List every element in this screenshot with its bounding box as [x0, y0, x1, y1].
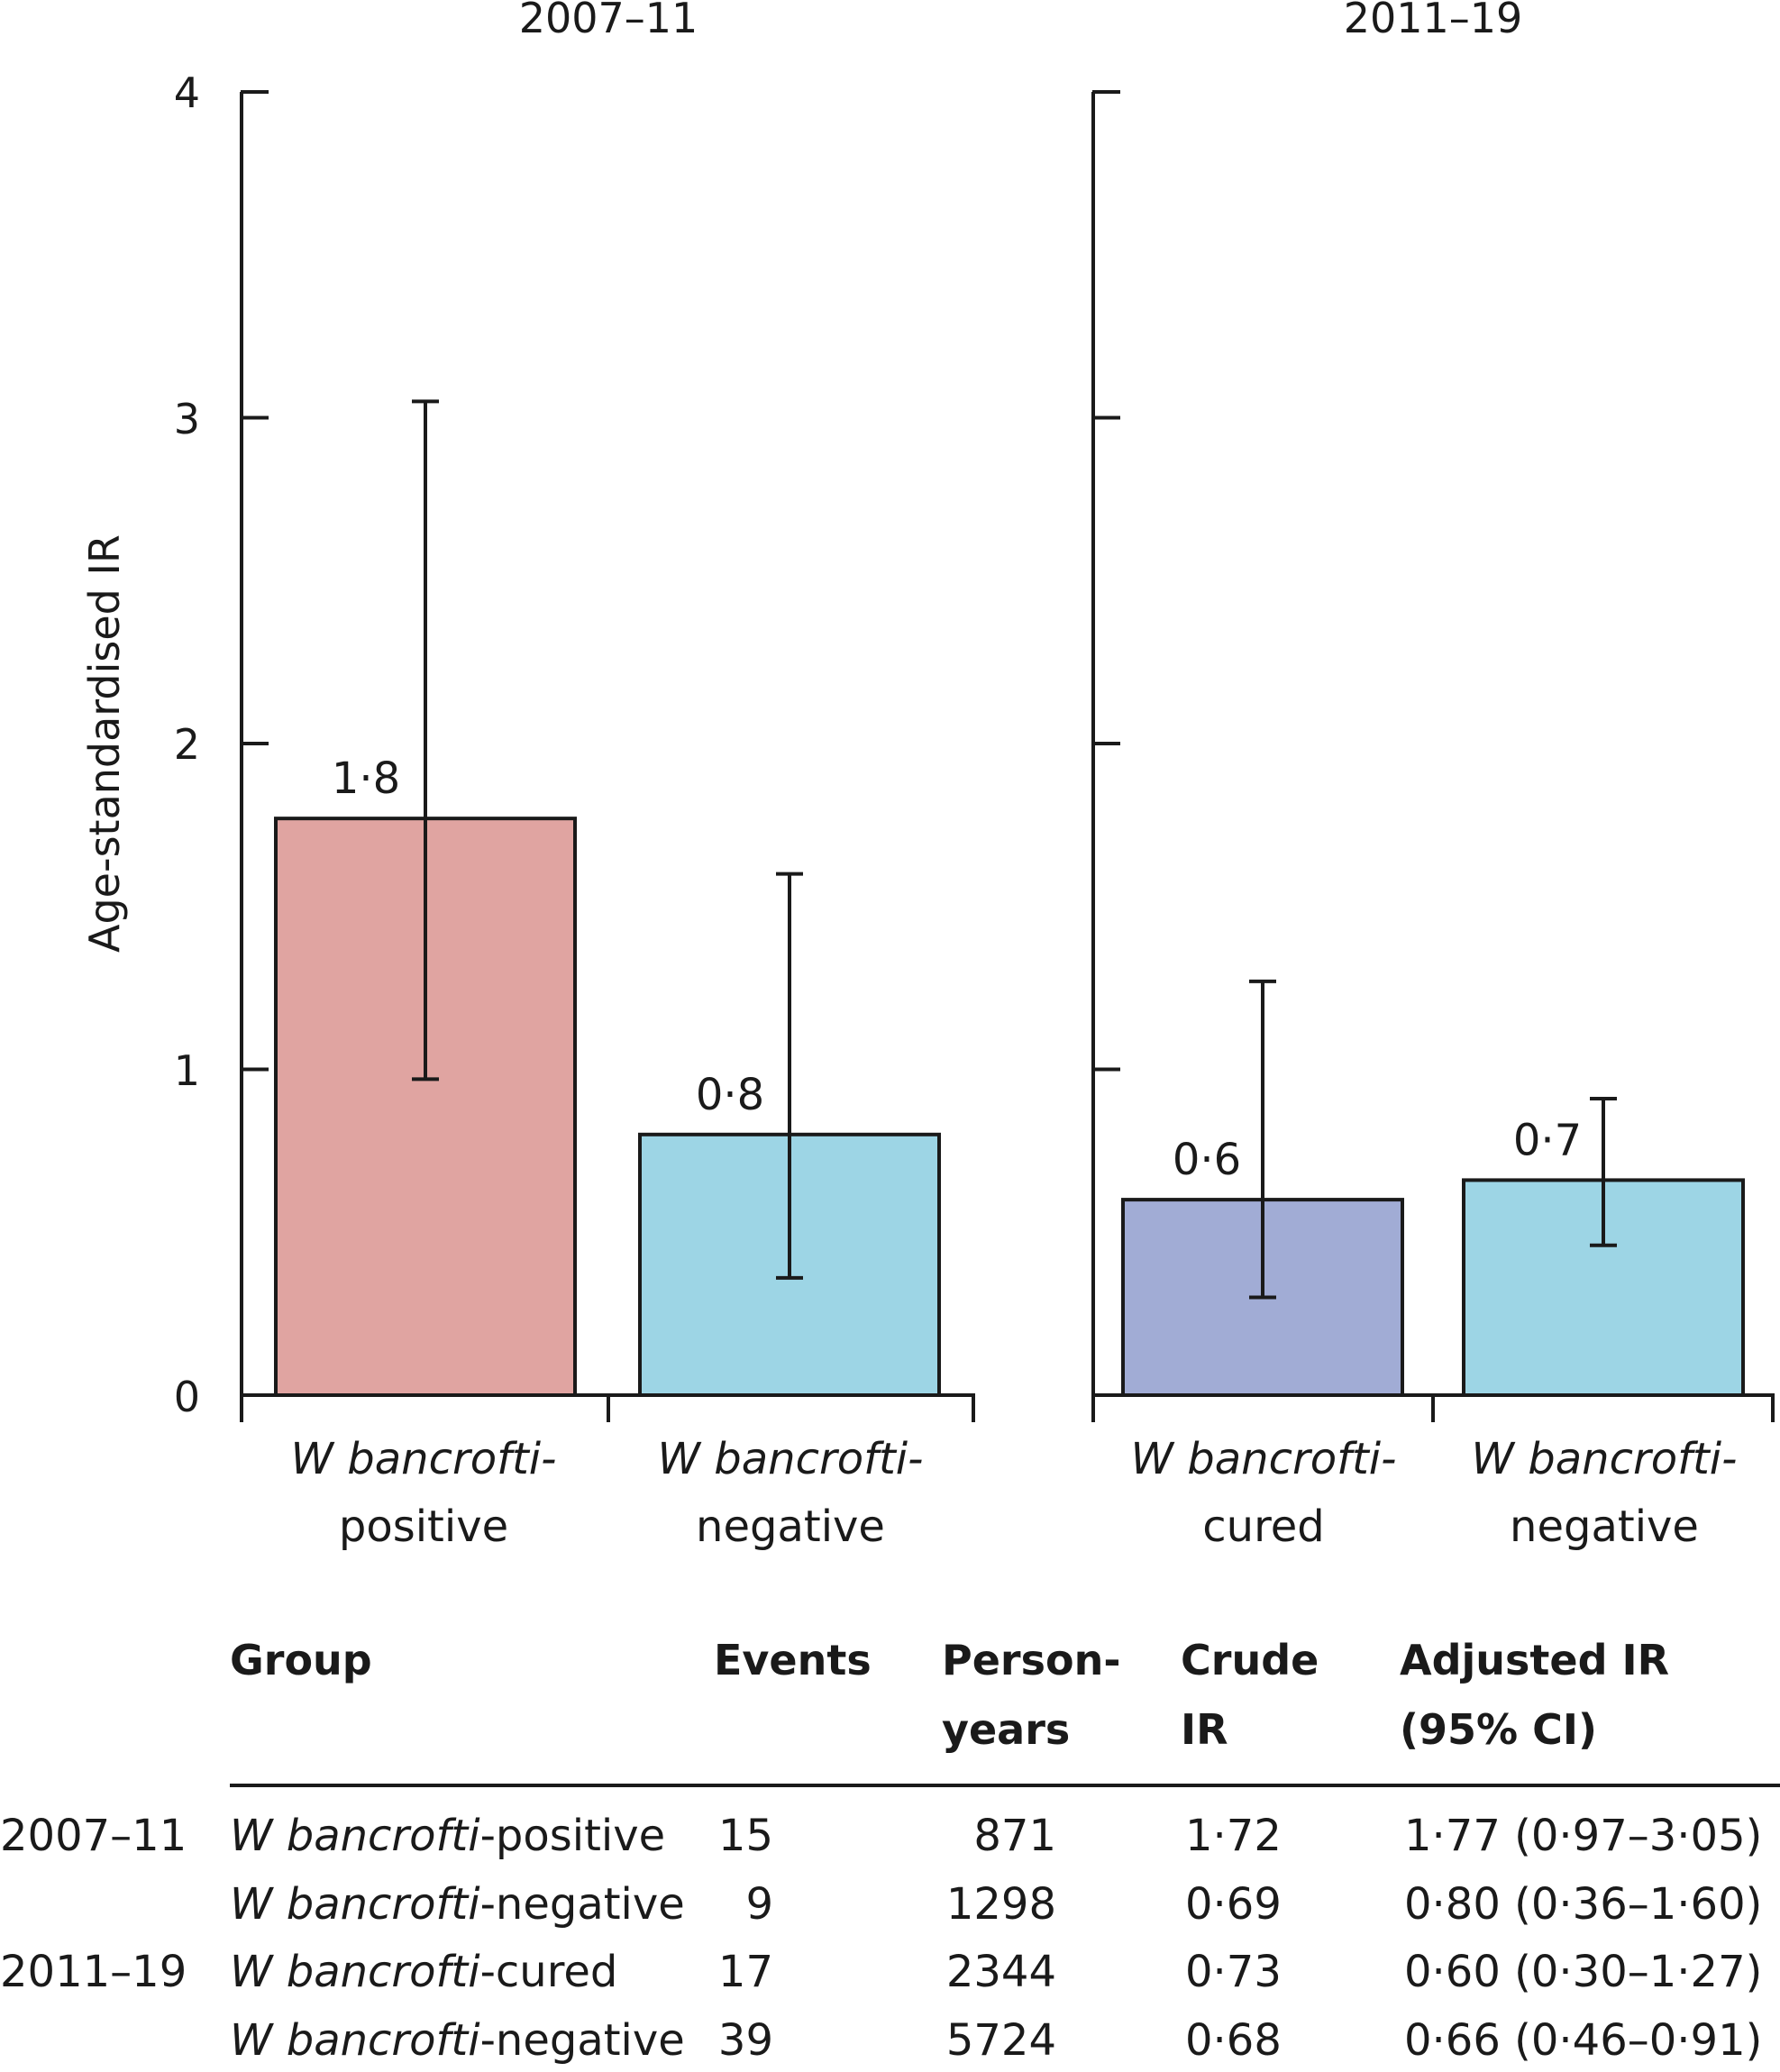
panel-title-2007-11: 2007–11 — [519, 0, 698, 42]
x-category-label: negative — [696, 1502, 885, 1552]
x-category-label: cured — [1202, 1502, 1325, 1552]
y-tick-label: 3 — [174, 395, 200, 443]
row-person-years: 5724 — [946, 2015, 1056, 2066]
header-crude-ir: Crude — [1181, 1636, 1319, 1684]
row-crude-ir: 0·69 — [1185, 1879, 1282, 1930]
row-events: 15 — [718, 1811, 773, 1861]
header-crude-ir: IR — [1181, 1705, 1228, 1754]
row-adjusted-ir: 0·80 (0·36–1·60) — [1404, 1879, 1762, 1930]
row-events: 39 — [718, 2015, 773, 2066]
table-row: W bancrofti-negative 9 1298 0·69 0·80 (0… — [230, 1879, 1762, 1930]
row-group: W bancrofti-cured — [230, 1947, 617, 1997]
row-adjusted-ir: 0·66 (0·46–0·91) — [1404, 2015, 1762, 2066]
row-person-years: 1298 — [946, 1879, 1056, 1930]
y-tick-label: 1 — [174, 1046, 200, 1095]
y-tick-label: 0 — [174, 1373, 200, 1421]
y-tick-labels: 0 1 2 3 4 — [174, 68, 200, 1421]
bar-value-label: 0·6 — [1173, 1135, 1241, 1185]
x-category-label: W bancrofti- — [291, 1434, 557, 1484]
bar — [1462, 1178, 1745, 1398]
y-axis-label: Age-standardised IR — [80, 534, 129, 953]
row-events: 9 — [745, 1879, 773, 1930]
row-group: W bancrofti-positive — [230, 1811, 665, 1861]
header-group: Group — [230, 1636, 372, 1684]
row-group: W bancrofti-negative — [230, 2015, 685, 2066]
row-events: 17 — [718, 1947, 773, 1997]
table-header: Group Events Person- years Crude IR Adju… — [230, 1636, 1669, 1754]
x-category-label: positive — [339, 1502, 508, 1552]
x-category-label: W bancrofti- — [1472, 1434, 1738, 1484]
bar-value-label: 1·8 — [332, 753, 400, 804]
header-person-years: years — [942, 1705, 1070, 1754]
table-row: W bancrofti-negative 39 5724 0·68 0·66 (… — [230, 2015, 1762, 2066]
bar-value-label: 0·7 — [1513, 1115, 1582, 1165]
row-period: 2011–19 — [0, 1947, 187, 1997]
row-adjusted-ir: 0·60 (0·30–1·27) — [1404, 1947, 1762, 1997]
y-tick-label: 4 — [174, 68, 200, 117]
x-category-label: W bancrofti- — [658, 1434, 924, 1484]
row-adjusted-ir: 1·77 (0·97–3·05) — [1404, 1811, 1762, 1861]
table-row: 2011–19 W bancrofti-cured 17 2344 0·73 0… — [0, 1947, 1762, 1997]
header-adjusted-ir: (95% CI) — [1400, 1705, 1597, 1754]
header-person-years: Person- — [942, 1636, 1120, 1684]
row-person-years: 2344 — [946, 1947, 1056, 1997]
row-person-years: 871 — [973, 1811, 1056, 1861]
header-events: Events — [714, 1636, 872, 1684]
error-bars — [412, 399, 1617, 1300]
row-period: 2007–11 — [0, 1811, 187, 1861]
x-category-label: W bancrofti- — [1131, 1434, 1397, 1484]
header-adjusted-ir: Adjusted IR — [1400, 1636, 1669, 1684]
row-crude-ir: 0·68 — [1185, 2015, 1282, 2066]
bars — [274, 817, 1745, 1398]
row-group: W bancrofti-negative — [230, 1879, 685, 1930]
y-tick-label: 2 — [174, 720, 200, 769]
bar-value-label: 0·8 — [696, 1070, 764, 1120]
row-crude-ir: 1·72 — [1185, 1811, 1282, 1861]
table-row: 2007–11 W bancrofti-positive 15 871 1·72… — [0, 1811, 1762, 1861]
panel-title-2011-19: 2011–19 — [1344, 0, 1523, 42]
row-crude-ir: 0·73 — [1185, 1947, 1282, 1997]
x-category-label: negative — [1510, 1502, 1699, 1552]
